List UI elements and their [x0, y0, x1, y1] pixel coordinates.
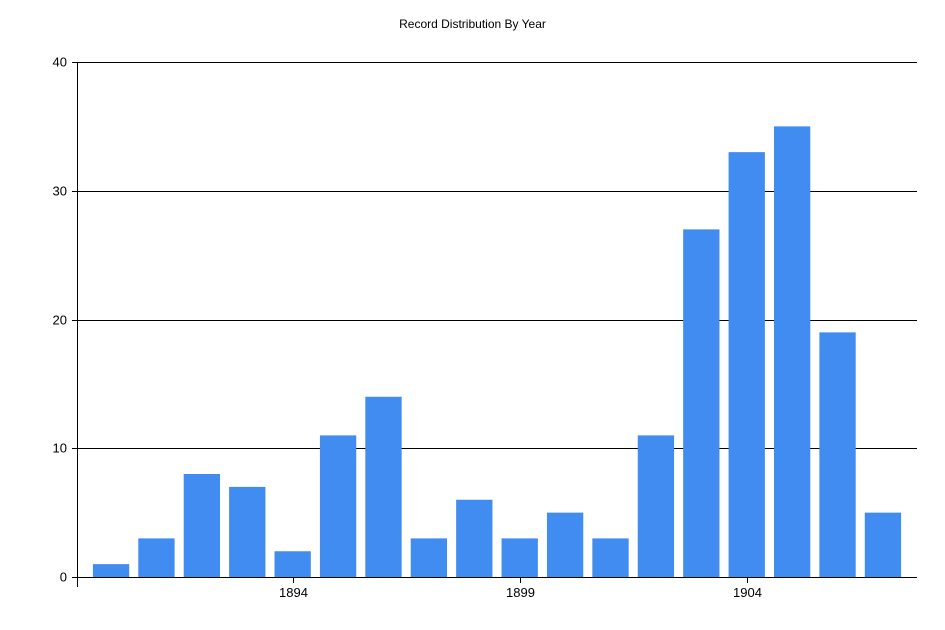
x-tick-label: 1899 — [506, 585, 535, 600]
chart-title: Record Distribution By Year — [399, 17, 546, 31]
bar-1891 — [138, 538, 175, 578]
bar-1892 — [183, 474, 221, 577]
x-tick-label: 1894 — [279, 585, 308, 600]
bar-1896 — [365, 396, 402, 577]
y-tick-label: 0 — [60, 570, 67, 585]
axes — [72, 62, 917, 587]
bar-1902 — [637, 435, 675, 578]
bar-1893 — [229, 486, 266, 578]
bar-1890 — [92, 564, 130, 578]
y-tick-label: 30 — [53, 184, 67, 199]
bar-1903 — [683, 229, 720, 578]
bar-1906 — [819, 332, 856, 578]
bar-1905 — [773, 126, 811, 578]
x-tick-label: 1904 — [733, 585, 762, 600]
bar-1901 — [592, 538, 629, 578]
bar-1907 — [864, 512, 902, 578]
bar-1904 — [728, 152, 765, 578]
bar-1900 — [546, 512, 584, 578]
bar-1897 — [410, 538, 448, 578]
y-tick-label: 40 — [53, 55, 67, 70]
bar-1894 — [274, 551, 311, 577]
bars — [92, 126, 902, 578]
tick-labels: 0 10 20 30 40 1894 1899 1904 — [53, 55, 762, 601]
y-tick-label: 20 — [53, 313, 67, 328]
bar-1895 — [319, 435, 357, 578]
y-tick-label: 10 — [53, 441, 67, 456]
bar-1899 — [501, 538, 538, 578]
bar-1898 — [456, 499, 493, 577]
